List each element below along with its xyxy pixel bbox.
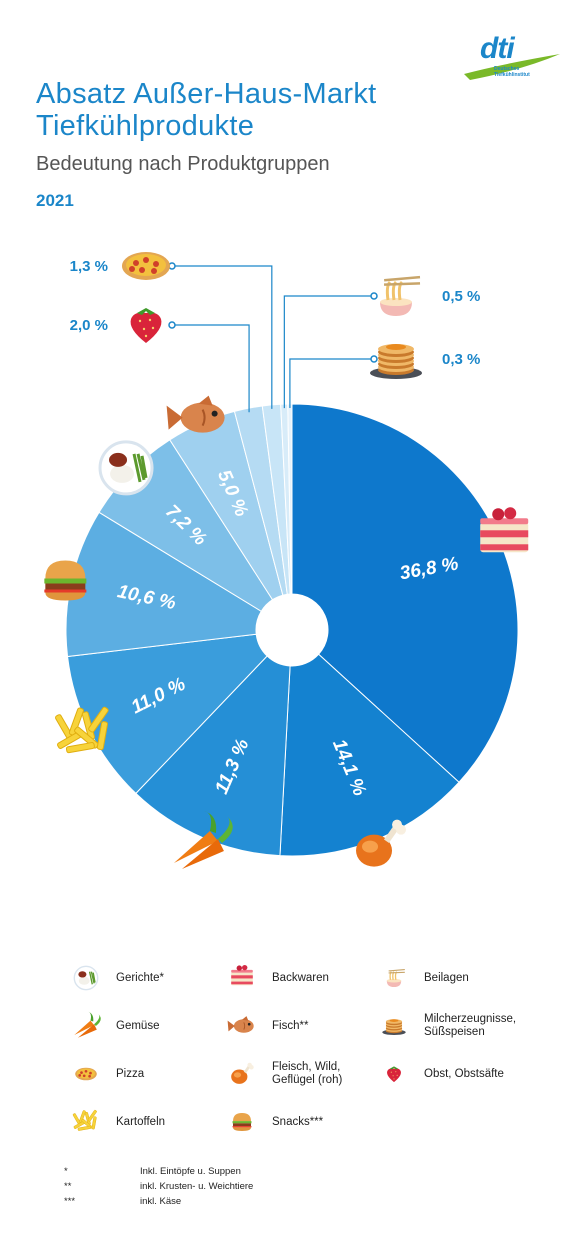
callout-dot [370, 292, 378, 300]
page-subtitle: Bedeutung nach Produktgruppen [36, 153, 330, 175]
pie-slice [65, 511, 262, 658]
pizza-icon [122, 252, 170, 280]
footnote-text: inkl. Krusten- u. Weichtiere [140, 1181, 254, 1192]
legend-label: Beilagen [424, 971, 469, 984]
noodles-icon [380, 275, 421, 316]
legend: Gerichte* Backwaren Beilagen Gemüse Fisch** M… [0, 960, 585, 1131]
logo-subtitle: Deutsches Tiefkühlinstitut [494, 66, 530, 78]
footnote-mark: * [64, 1166, 68, 1177]
footnote-mark: *** [64, 1196, 76, 1207]
chicken-leg-icon [231, 1062, 254, 1084]
legend-label: Fleisch, Wild, Geflügel (roh) [272, 1061, 343, 1086]
footnote: ** inkl. Krusten- u. Weichtiere [64, 1181, 253, 1196]
legend-item: Kartoffeln [66, 1104, 165, 1140]
fries-icon [55, 706, 109, 754]
cake-icon [231, 964, 253, 986]
pancakes-icon [370, 344, 422, 379]
legend-label: Gemüse [116, 1019, 160, 1032]
callout-line [172, 324, 250, 413]
legend-label: Gerichte* [116, 971, 164, 984]
legend-item: Obst, Obstsäfte [374, 1056, 504, 1092]
legend-label: Obst, Obstsäfte [424, 1067, 504, 1080]
pie-slices [65, 403, 519, 857]
fish-icon [166, 395, 225, 433]
noodles-icon [386, 968, 405, 987]
strawberry-icon [130, 308, 162, 343]
callout-line [283, 295, 374, 409]
callout-dot [370, 355, 378, 363]
dish-icon [73, 965, 99, 991]
legend-label: Pizza [116, 1067, 145, 1080]
legend-label: Snacks*** [272, 1115, 324, 1128]
pancakes-icon [382, 1019, 406, 1035]
footnote-text: inkl. Käse [140, 1196, 182, 1207]
carrot-icon [74, 1011, 101, 1038]
footnotes: * Inkl. Eintöpfe u. Suppen ** inkl. Krusten… [64, 1166, 253, 1211]
legend-item: Backwaren [222, 960, 329, 996]
legend-item: Gemüse [66, 1008, 159, 1044]
logo-swoosh [464, 54, 560, 80]
dish-icon [98, 440, 154, 496]
slice-icons [44, 252, 529, 869]
callout-dot [168, 321, 176, 329]
footnote-mark: ** [64, 1181, 72, 1192]
callout-line [172, 265, 273, 409]
callout-line [289, 358, 374, 409]
footnote: *** inkl. Käse [64, 1196, 253, 1211]
legend-label: Fisch** [272, 1019, 309, 1032]
legend-item: Milcherzeugnisse, Süßspeisen [374, 1008, 516, 1044]
logo: dti [480, 32, 515, 65]
year-label: 2021 [36, 191, 74, 210]
slice-label: 1,3 % [70, 258, 108, 275]
slice-label: 0,5 % [442, 288, 480, 305]
slice-label: 2,0 % [70, 317, 108, 334]
pizza-icon [75, 1067, 97, 1081]
legend-item: Pizza [66, 1056, 144, 1092]
legend-item: Gerichte* [66, 960, 164, 996]
page-title: Absatz Außer-Haus-Markt Tiefkühlprodukte [36, 78, 377, 142]
legend-item: Snacks*** [222, 1104, 323, 1140]
fish-icon [227, 1016, 254, 1033]
legend-label: Milcherzeugnisse, Süßspeisen [424, 1013, 517, 1038]
footnote: * Inkl. Eintöpfe u. Suppen [64, 1166, 253, 1181]
legend-item: Fisch** [222, 1008, 308, 1044]
fries-icon [72, 1109, 97, 1131]
pie-chart: 36,8 %14,1 %11,3 %11,0 %10,6 %7,2 %5,0 %… [44, 252, 529, 869]
cake-icon [480, 507, 529, 553]
strawberry-icon [387, 1066, 401, 1083]
chicken-leg-icon [356, 819, 407, 867]
legend-item: Beilagen [374, 960, 469, 996]
slice-label: 0,3 % [442, 351, 480, 368]
burger-icon [232, 1113, 252, 1131]
footnote-text: Inkl. Eintöpfe u. Suppen [140, 1166, 241, 1177]
legend-item: Fleisch, Wild, Geflügel (roh) [222, 1056, 342, 1092]
legend-label: Kartoffeln [116, 1115, 166, 1128]
carrot-icon [173, 810, 233, 869]
donut-hole [256, 594, 328, 666]
burger-icon [44, 560, 87, 601]
legend-label: Backwaren [272, 971, 329, 984]
